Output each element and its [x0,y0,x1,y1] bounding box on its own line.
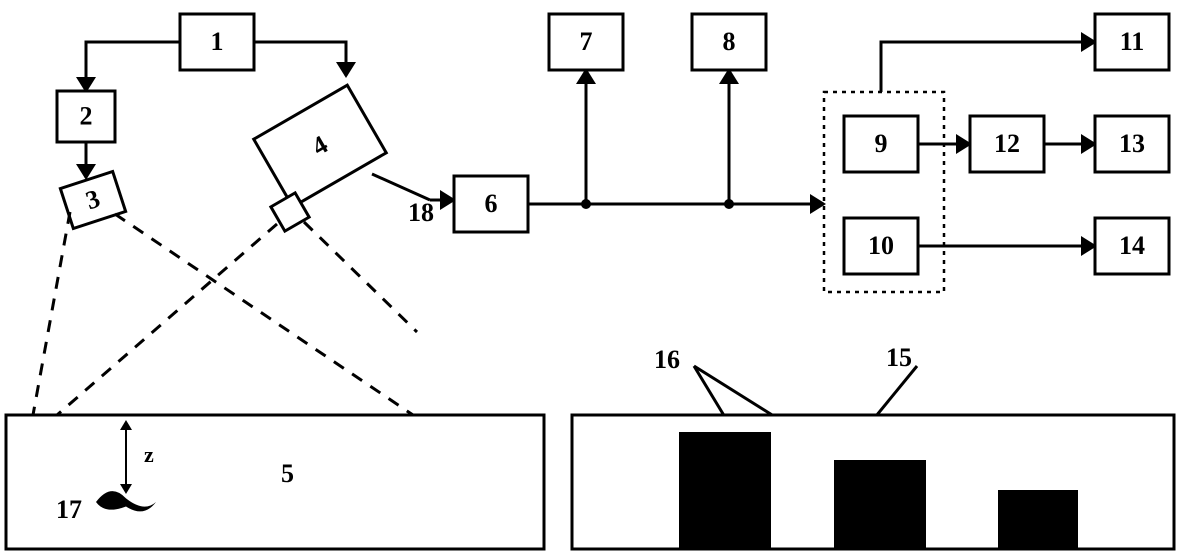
bar-1 [679,432,771,548]
svg-text:5: 5 [281,459,294,488]
svg-text:17: 17 [56,495,82,524]
svg-text:15: 15 [886,343,912,372]
bar-2 [834,460,926,548]
connector [254,42,346,76]
slab-left [6,415,544,549]
svg-text:18: 18 [408,198,434,227]
beam-line [57,224,277,415]
svg-text:16: 16 [654,345,680,374]
diagram-canvas: 127811912136101434z518171615 [0,0,1180,555]
svg-text:1: 1 [211,27,224,56]
svg-text:2: 2 [80,101,93,130]
connector [881,42,1095,92]
node-3: 3 [60,172,125,229]
node-4: 4 [254,85,387,207]
svg-text:8: 8 [723,27,736,56]
svg-text:13: 13 [1119,129,1145,158]
svg-text:z: z [144,442,154,467]
connector [86,42,180,91]
svg-text:10: 10 [868,231,894,260]
svg-text:11: 11 [1120,27,1145,56]
beam-line [33,212,70,415]
beam-line [304,222,417,332]
lead-4-to-6 [372,174,430,200]
svg-text:14: 14 [1119,231,1145,260]
svg-text:9: 9 [875,129,888,158]
svg-text:7: 7 [580,27,593,56]
junction-dot [724,199,734,209]
svg-text:6: 6 [485,189,498,218]
bar-3 [998,490,1078,548]
junction-dot [581,199,591,209]
svg-text:12: 12 [994,129,1020,158]
beam-line [115,214,413,415]
